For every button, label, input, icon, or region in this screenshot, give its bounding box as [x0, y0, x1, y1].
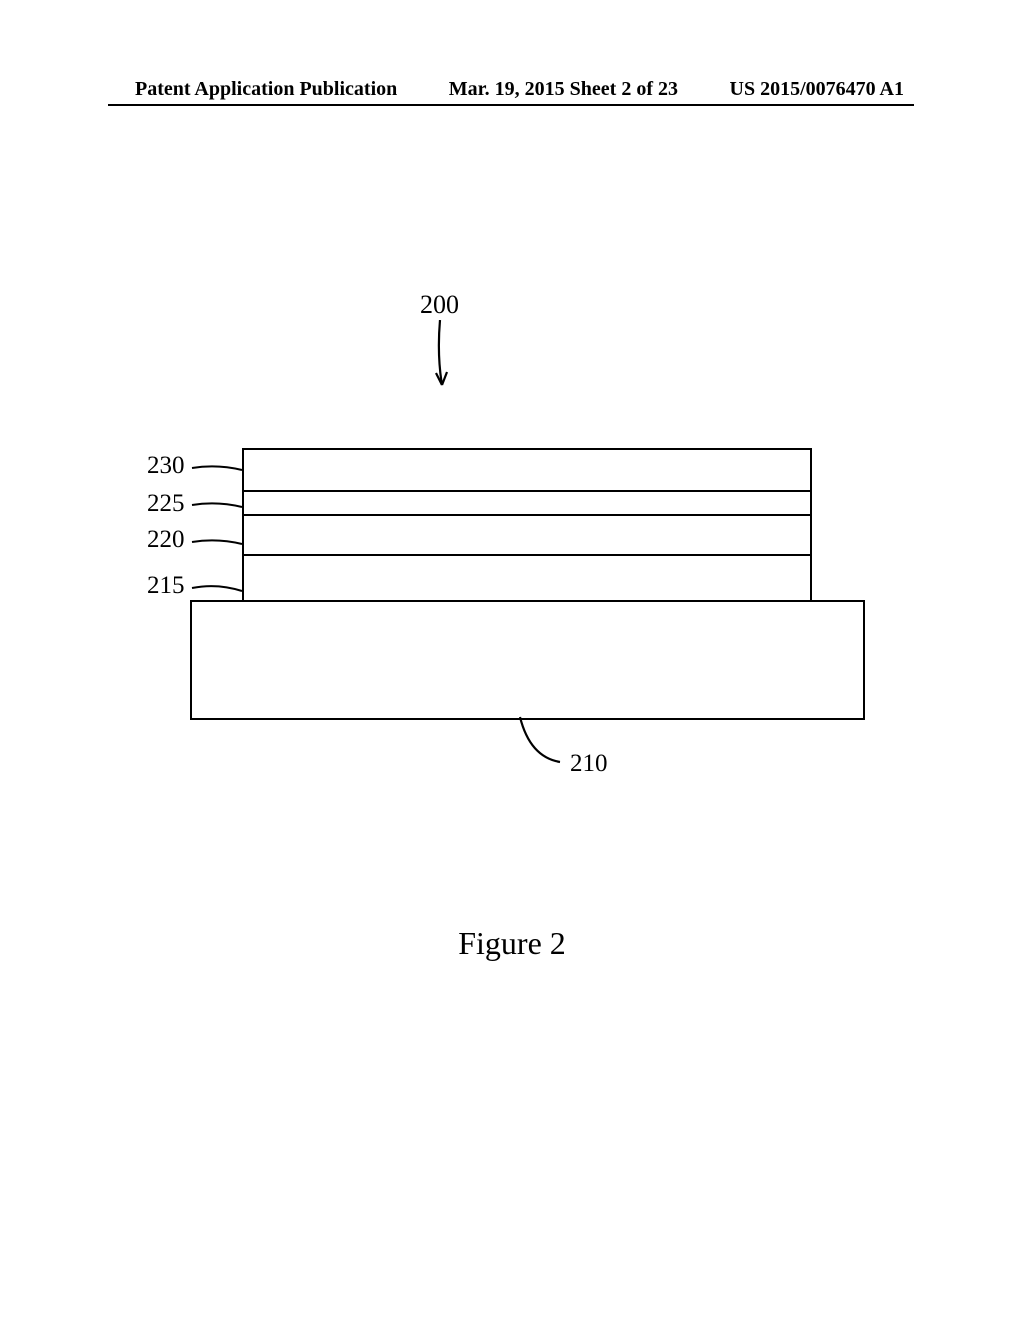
layer-230 — [242, 448, 812, 492]
layer-215 — [242, 554, 812, 602]
reference-220: 220 — [147, 526, 185, 554]
reference-225: 225 — [147, 490, 185, 518]
reference-210: 210 — [570, 750, 608, 778]
figure-caption: Figure 2 — [0, 925, 1024, 962]
leader-220 — [192, 534, 247, 554]
leader-230 — [192, 460, 247, 480]
leader-225 — [192, 498, 247, 518]
upper-layers — [242, 448, 812, 600]
page-header: Patent Application Publication Mar. 19, … — [0, 78, 1024, 101]
header-center: Mar. 19, 2015 Sheet 2 of 23 — [449, 78, 678, 101]
layer-225 — [242, 490, 812, 516]
layer-stack-diagram — [190, 440, 865, 720]
patent-page: Patent Application Publication Mar. 19, … — [0, 0, 1024, 1320]
header-rule — [108, 104, 914, 106]
arrow-down-icon — [425, 320, 465, 400]
layer-220 — [242, 514, 812, 556]
reference-200: 200 — [420, 290, 459, 320]
layer-210-substrate — [190, 600, 865, 720]
reference-215: 215 — [147, 572, 185, 600]
reference-230: 230 — [147, 452, 185, 480]
leader-215 — [192, 580, 247, 602]
header-right: US 2015/0076470 A1 — [730, 78, 904, 101]
header-left: Patent Application Publication — [135, 78, 397, 101]
